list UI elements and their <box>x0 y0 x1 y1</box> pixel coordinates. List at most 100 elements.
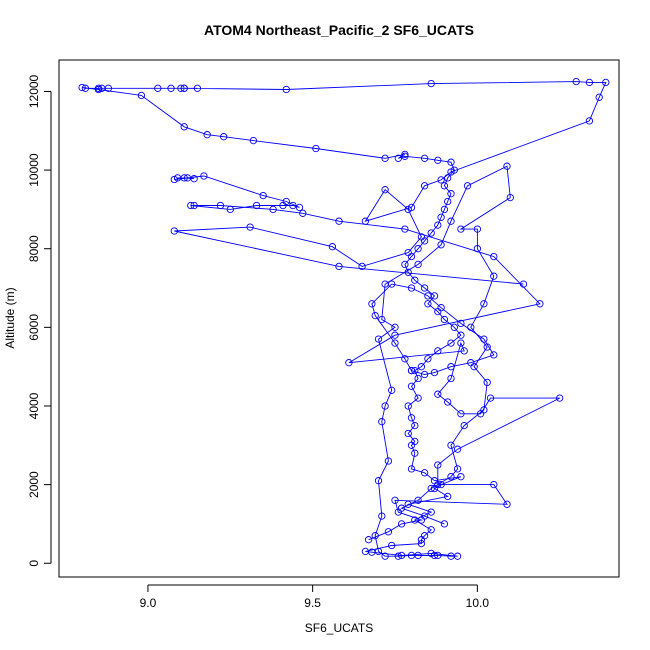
data-point <box>295 203 304 212</box>
data-point <box>440 182 449 190</box>
data-point <box>453 445 462 453</box>
data-point <box>434 347 442 355</box>
x-axis-label: SF6_UCATS <box>305 621 373 635</box>
data-point <box>391 339 399 347</box>
series-line-1 <box>81 81 607 557</box>
data-point <box>457 319 465 328</box>
data-point <box>444 492 452 501</box>
data-point <box>483 343 491 351</box>
data-point <box>457 331 465 339</box>
data-point <box>180 174 188 182</box>
data-point <box>414 374 422 383</box>
y-tick-label: 10000 <box>27 153 41 187</box>
data-point <box>457 225 465 233</box>
data-point <box>490 252 498 261</box>
data-point <box>378 512 386 520</box>
plot-frame <box>58 59 620 578</box>
data-point <box>420 182 429 190</box>
data-point <box>434 461 442 469</box>
y-tick-label: 2000 <box>27 471 41 498</box>
data-point <box>279 201 287 210</box>
data-point <box>167 84 175 92</box>
data-point <box>404 429 412 438</box>
data-point <box>220 133 228 141</box>
data-point <box>437 480 445 489</box>
data-point <box>457 473 465 481</box>
data-point <box>414 245 422 253</box>
data-point <box>404 248 412 257</box>
data-point <box>388 386 396 394</box>
data-point <box>457 339 465 347</box>
data-point <box>411 421 419 430</box>
data-point <box>397 551 406 560</box>
data-point <box>447 190 455 198</box>
data-point <box>269 205 277 214</box>
data-point <box>453 552 462 560</box>
data-point <box>430 368 439 377</box>
data-point <box>226 205 234 214</box>
data-point <box>335 217 343 225</box>
data-point <box>437 176 445 184</box>
data-point <box>335 262 343 271</box>
data-point <box>434 480 442 489</box>
data-point <box>414 260 422 269</box>
data-point <box>407 284 416 292</box>
data-point <box>490 351 498 359</box>
data-point <box>450 323 458 331</box>
axes: 9.0 9.5 10.0 0 2000 4000 6000 8000 10000 12000 <box>27 74 489 610</box>
data-point <box>388 280 396 288</box>
data-point <box>480 335 488 343</box>
y-tick-label: 8000 <box>27 235 41 262</box>
data-point <box>384 528 393 536</box>
data-point <box>411 437 419 446</box>
data-point <box>381 402 389 410</box>
data-point <box>602 78 610 87</box>
series-line-3 <box>174 175 560 541</box>
data-point <box>203 131 211 139</box>
data-point <box>417 516 426 524</box>
y-axis-label: Altitude (m) <box>3 287 17 348</box>
data-point <box>460 347 468 355</box>
data-point <box>252 201 261 210</box>
data-point <box>328 243 337 251</box>
data-point <box>345 359 353 367</box>
y-tick-label: 0 <box>27 560 41 567</box>
data-point <box>374 547 383 556</box>
data-point <box>411 366 419 375</box>
data-point <box>440 205 449 214</box>
data-point <box>447 441 455 449</box>
data-point <box>246 223 254 231</box>
data-point <box>154 84 162 92</box>
data-point <box>417 539 426 548</box>
data-point <box>447 363 455 371</box>
data-point <box>137 91 146 100</box>
data-point <box>81 84 90 92</box>
data-point <box>401 355 409 363</box>
data-point <box>259 191 267 200</box>
data-point <box>190 201 198 210</box>
data-point <box>388 541 396 550</box>
data-point <box>453 465 462 473</box>
series-lines <box>81 81 607 557</box>
data-point <box>503 500 511 508</box>
chart-title: ATOM4 Northeast_Pacific_2 SF6_UCATS <box>204 22 474 38</box>
x-tick-label: 10.0 <box>466 596 490 610</box>
data-point <box>312 144 320 153</box>
data-point <box>170 227 178 235</box>
y-tick-label: 12000 <box>27 74 41 108</box>
y-tick-label: 6000 <box>27 314 41 341</box>
data-point <box>200 172 208 180</box>
data-point <box>401 225 409 233</box>
data-point <box>447 158 455 166</box>
data-point <box>170 175 178 184</box>
data-point <box>381 552 389 560</box>
data-point <box>447 217 455 225</box>
data-point <box>536 300 544 308</box>
data-point <box>447 473 455 481</box>
data-point <box>391 496 399 504</box>
series-line-4 <box>371 283 495 375</box>
data-point <box>447 339 455 347</box>
data-point <box>427 79 435 88</box>
